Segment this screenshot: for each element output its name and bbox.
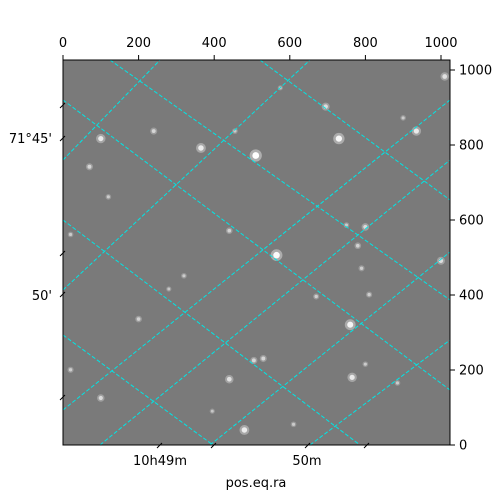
star-point bbox=[314, 294, 318, 299]
star-point bbox=[226, 376, 232, 382]
star-point bbox=[413, 128, 419, 134]
bottom-tick-label: 50m bbox=[292, 454, 321, 469]
bottom-tick-label: 10h49m bbox=[133, 454, 187, 469]
grid-line bbox=[259, 60, 450, 201]
right-tick-label: 1000 bbox=[459, 64, 492, 79]
grid-line bbox=[63, 99, 450, 411]
grid-line bbox=[63, 219, 361, 445]
right-tick-label: 0 bbox=[459, 439, 467, 454]
star-point bbox=[261, 356, 266, 361]
top-tick-label: 200 bbox=[126, 36, 151, 51]
top-tick-label: 0 bbox=[59, 36, 67, 51]
right-tick-label: 200 bbox=[459, 364, 484, 379]
grid-line bbox=[309, 339, 450, 445]
grid-line bbox=[209, 251, 450, 445]
grid-line bbox=[63, 60, 311, 291]
star-point bbox=[106, 195, 110, 199]
star-point bbox=[151, 129, 156, 134]
star-point bbox=[251, 358, 256, 363]
left-tick-label: 50' bbox=[32, 289, 52, 304]
x-axis-title: pos.eq.ra bbox=[226, 476, 287, 491]
star-point bbox=[98, 135, 104, 142]
star-point bbox=[273, 251, 280, 259]
star-point bbox=[291, 422, 296, 426]
star-point bbox=[363, 362, 367, 366]
bottom-tick-text: 10h49m bbox=[133, 454, 187, 469]
top-axis: 0 200 400 600 800 1000 bbox=[59, 36, 458, 60]
star-point bbox=[87, 164, 92, 169]
star-point bbox=[442, 74, 448, 79]
right-axis: 0 200 400 600 800 1000 bbox=[450, 64, 492, 454]
star-point bbox=[349, 374, 355, 380]
right-tick-label: 600 bbox=[459, 214, 484, 229]
star-point bbox=[68, 368, 73, 372]
star-point bbox=[367, 292, 371, 297]
right-tick-label: 400 bbox=[459, 289, 484, 304]
left-axis: 71°45' 50' bbox=[9, 102, 66, 401]
star-point bbox=[182, 274, 186, 278]
star-point bbox=[335, 135, 343, 142]
star-point bbox=[167, 287, 171, 291]
coordinate-grid bbox=[63, 60, 450, 445]
star-field bbox=[67, 72, 449, 435]
star-point bbox=[68, 232, 73, 237]
top-tick-label: 800 bbox=[353, 36, 378, 51]
left-tick-label: 71°45' bbox=[9, 132, 52, 147]
star-point bbox=[136, 317, 141, 321]
bottom-axis: 10h49m 50m bbox=[133, 442, 370, 469]
star-point bbox=[395, 381, 400, 385]
grid-line bbox=[63, 60, 161, 161]
grid-line bbox=[109, 60, 450, 301]
star-point bbox=[252, 152, 260, 159]
grid-line bbox=[99, 159, 450, 445]
star-point bbox=[98, 395, 103, 401]
top-tick-label: 400 bbox=[202, 36, 227, 51]
top-tick-label: 600 bbox=[277, 36, 302, 51]
star-point bbox=[359, 266, 364, 271]
star-point bbox=[198, 145, 204, 151]
star-point bbox=[227, 228, 232, 233]
grid-line bbox=[63, 334, 214, 445]
star-point bbox=[210, 409, 214, 413]
star-point bbox=[355, 243, 360, 248]
sky-image bbox=[63, 60, 450, 445]
star-point bbox=[241, 427, 248, 433]
right-tick-label: 800 bbox=[459, 139, 484, 154]
top-tick-label: 1000 bbox=[424, 36, 457, 51]
grid-line bbox=[63, 99, 450, 391]
star-point bbox=[347, 321, 354, 328]
star-point bbox=[401, 116, 405, 120]
